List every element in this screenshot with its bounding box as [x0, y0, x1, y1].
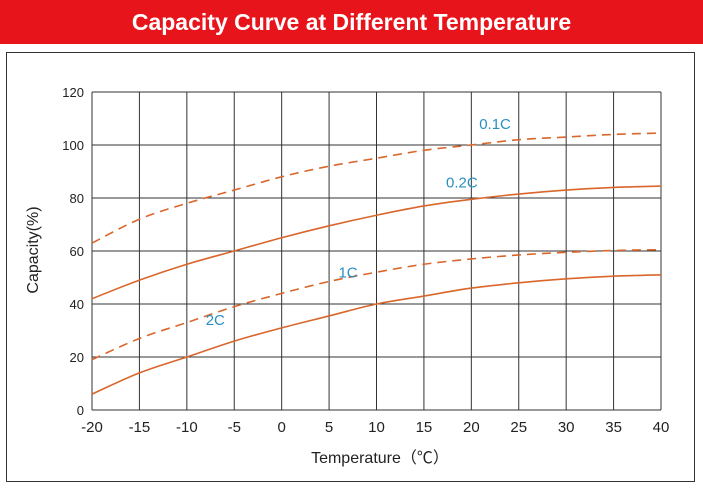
series-line-2c: [91, 274, 662, 395]
y-tick-label: 20: [70, 350, 84, 365]
y-tick-labels: 0 20 40 60 80 100 120: [62, 85, 84, 418]
x-tick-label: 25: [510, 419, 527, 436]
x-tick-label: 0: [277, 419, 285, 436]
x-tick-label: 30: [558, 419, 575, 436]
chart-title-banner: Capacity Curve at Different Temperature: [0, 0, 703, 44]
y-tick-label: 120: [62, 85, 84, 100]
y-tick-label: 0: [77, 403, 84, 418]
x-tick-label: 15: [416, 419, 433, 436]
x-tick-label: 5: [325, 419, 333, 436]
x-tick-label: 10: [368, 419, 385, 436]
y-tick-label: 100: [62, 138, 84, 153]
grid-lines: [91, 91, 662, 411]
series-label: 2C: [206, 312, 225, 329]
x-tick-label: 35: [605, 419, 622, 436]
series-label: 0.1C: [479, 116, 511, 133]
x-tick-label: 40: [653, 419, 670, 436]
x-tick-label: -5: [228, 419, 241, 436]
series-label: 1C: [338, 265, 357, 282]
y-axis-title: Capacity(%): [25, 206, 42, 293]
x-tick-label: -15: [129, 419, 151, 436]
x-tick-labels: -20 -15 -10 -5 0 5 10 15 20 25 30 35 40: [81, 419, 669, 436]
series-labels: 0.1C 0.2C 1C 2C: [206, 116, 511, 329]
series-line-0-2c: [91, 185, 662, 300]
series-label: 0.2C: [446, 174, 478, 191]
x-tick-label: 20: [463, 419, 480, 436]
series-lines: [91, 132, 662, 395]
y-tick-label: 80: [70, 191, 84, 206]
x-tick-label: -10: [176, 419, 198, 436]
x-tick-label: -20: [81, 419, 103, 436]
x-axis-title: Temperature（℃）: [311, 449, 449, 467]
y-tick-label: 60: [70, 244, 84, 259]
y-tick-label: 40: [70, 297, 84, 312]
